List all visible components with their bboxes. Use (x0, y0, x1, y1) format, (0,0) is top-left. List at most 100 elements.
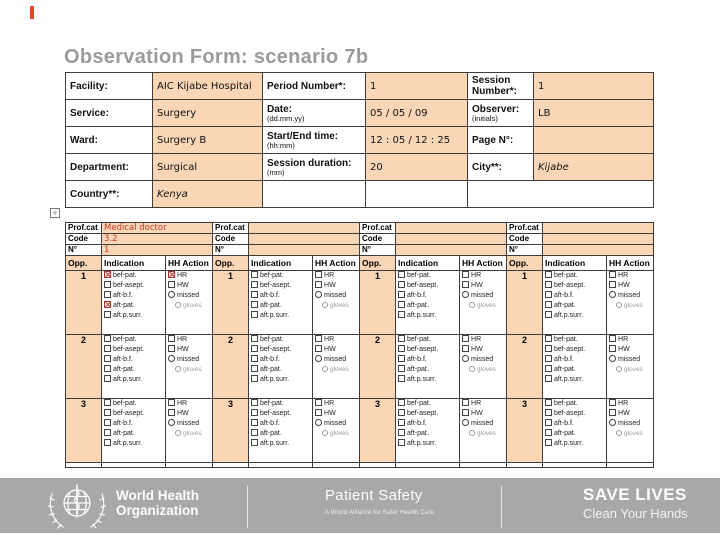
checkbox-hw[interactable]: HW (168, 345, 210, 355)
checkbox-icon[interactable] (545, 355, 553, 362)
checkbox-aft-p-surr[interactable]: aft.p.surr. (251, 439, 310, 449)
checkbox-icon[interactable] (398, 345, 406, 352)
checkbox-icon[interactable] (609, 271, 617, 278)
code-field[interactable] (395, 233, 508, 245)
checkbox-icon[interactable] (251, 271, 259, 278)
checkbox-bef-asept[interactable]: bef-asept. (398, 281, 457, 291)
number-field[interactable]: 1 (100, 244, 214, 256)
city-field[interactable]: Kijabe (533, 153, 654, 181)
checkbox-hw[interactable]: HW (315, 345, 357, 355)
checkbox-icon[interactable] (104, 345, 111, 352)
checkbox-bef-pat[interactable]: bef-pat. (104, 399, 163, 410)
checkbox-hw[interactable]: HW (609, 409, 651, 419)
checkbox-icon[interactable] (398, 429, 406, 436)
checkbox-icon[interactable] (545, 301, 553, 308)
radio-missed[interactable]: missed (168, 419, 210, 429)
checkbox-icon[interactable] (545, 375, 553, 382)
checkbox-icon[interactable] (398, 311, 406, 318)
checkbox-icon[interactable] (104, 375, 111, 382)
radio-gloves[interactable]: gloves (462, 429, 504, 438)
checkbox-icon[interactable] (398, 271, 406, 278)
checkbox-bef-asept[interactable]: bef-asept. (545, 281, 604, 291)
checkbox-icon[interactable] (104, 335, 111, 342)
checkbox-icon[interactable] (398, 335, 406, 342)
radio-missed[interactable]: missed (315, 291, 357, 301)
checkbox-aft-p-surr[interactable]: aft.p.surr. (398, 311, 457, 321)
checkbox-bef-asept[interactable]: bef-asept. (545, 409, 604, 419)
checkbox-icon[interactable] (545, 291, 553, 298)
checkbox-aft-b-f[interactable]: aft-b.f. (545, 355, 604, 365)
checkbox-icon[interactable] (462, 345, 470, 352)
checkbox-icon[interactable] (104, 419, 111, 426)
circle-mark-icon[interactable] (469, 302, 476, 308)
session-duration-field[interactable]: 20 (365, 153, 468, 181)
checkbox-aft-b-f[interactable]: aft-b.f. (398, 291, 457, 301)
checkbox-aft-b-f[interactable]: aft-b.f. (251, 419, 310, 429)
circle-mark-icon[interactable] (315, 355, 323, 362)
checkbox-icon[interactable] (251, 399, 259, 406)
radio-missed[interactable]: missed (609, 355, 651, 365)
checkbox-icon[interactable] (545, 409, 553, 416)
checkbox-hw[interactable]: HW (315, 409, 357, 419)
checkbox-icon[interactable] (251, 335, 259, 342)
circle-mark-icon[interactable] (616, 430, 623, 436)
checkbox-icon[interactable] (609, 399, 617, 406)
circle-mark-icon[interactable] (469, 366, 476, 372)
code-field[interactable] (248, 233, 361, 245)
checkbox-icon[interactable] (545, 311, 553, 318)
checkbox-bef-pat[interactable]: bef-pat. (104, 271, 163, 282)
circle-mark-icon[interactable] (168, 355, 175, 362)
checkbox-hr[interactable]: HR (168, 335, 210, 346)
checkbox-icon[interactable] (251, 365, 259, 372)
checkbox-aft-b-f[interactable]: aft-b.f. (104, 419, 163, 429)
checkbox-bef-pat[interactable]: bef-pat. (545, 335, 604, 346)
checkbox-hw[interactable]: HW (462, 409, 504, 419)
checkbox-aft-b-f[interactable]: aft-b.f. (251, 355, 310, 365)
checkbox-icon[interactable] (545, 281, 553, 288)
observer-field[interactable]: LB (533, 99, 654, 127)
checkbox-icon[interactable] (545, 335, 553, 342)
checkbox-bef-pat[interactable]: bef-pat. (251, 335, 310, 346)
radio-gloves[interactable]: gloves (315, 301, 357, 310)
checkbox-icon[interactable] (315, 409, 323, 416)
checkbox-hw[interactable]: HW (609, 345, 651, 355)
checkbox-aft-pat[interactable]: aft-pat. (251, 301, 310, 311)
checkbox-icon[interactable] (168, 271, 175, 278)
radio-missed[interactable]: missed (315, 419, 357, 429)
checkbox-aft-pat[interactable]: aft-pat. (104, 365, 163, 375)
profcat-field[interactable] (248, 222, 361, 234)
checkbox-icon[interactable] (545, 365, 553, 372)
session-number-field[interactable]: 1 (533, 72, 654, 100)
checkbox-icon[interactable] (251, 281, 259, 288)
circle-mark-icon[interactable] (616, 366, 623, 372)
checkbox-aft-p-surr[interactable]: aft.p.surr. (545, 375, 604, 385)
profcat-field[interactable] (542, 222, 655, 234)
radio-missed[interactable]: missed (168, 291, 210, 301)
checkbox-icon[interactable] (462, 271, 470, 278)
radio-missed[interactable]: missed (609, 419, 651, 429)
date-field[interactable]: 05 / 05 / 09 (365, 99, 468, 127)
checkbox-aft-p-surr[interactable]: aft.p.surr. (398, 375, 457, 385)
checkbox-bef-asept[interactable]: bef-asept. (545, 345, 604, 355)
checkbox-icon[interactable] (251, 419, 259, 426)
radio-missed[interactable]: missed (315, 355, 357, 365)
radio-gloves[interactable]: gloves (315, 365, 357, 374)
checkbox-icon[interactable] (545, 439, 553, 446)
checkbox-icon[interactable] (251, 429, 259, 436)
checkbox-aft-pat[interactable]: aft-pat. (104, 301, 163, 311)
period-number-field[interactable]: 1 (365, 72, 468, 100)
checkbox-bef-pat[interactable]: bef-pat. (398, 271, 457, 282)
facility-field[interactable]: AIC Kijabe Hospital (152, 72, 263, 100)
checkbox-icon[interactable] (398, 365, 406, 372)
checkbox-hw[interactable]: HW (462, 281, 504, 291)
circle-mark-icon[interactable] (168, 419, 175, 426)
checkbox-hr[interactable]: HR (609, 335, 651, 346)
checkbox-hr[interactable]: HR (609, 399, 651, 410)
checkbox-aft-b-f[interactable]: aft-b.f. (398, 355, 457, 365)
checkbox-icon[interactable] (104, 365, 111, 372)
checkbox-icon[interactable] (315, 399, 323, 406)
checkbox-aft-pat[interactable]: aft-pat. (545, 365, 604, 375)
checkbox-bef-pat[interactable]: bef-pat. (545, 271, 604, 282)
checkbox-icon[interactable] (545, 429, 553, 436)
checkbox-aft-b-f[interactable]: aft-b.f. (545, 291, 604, 301)
